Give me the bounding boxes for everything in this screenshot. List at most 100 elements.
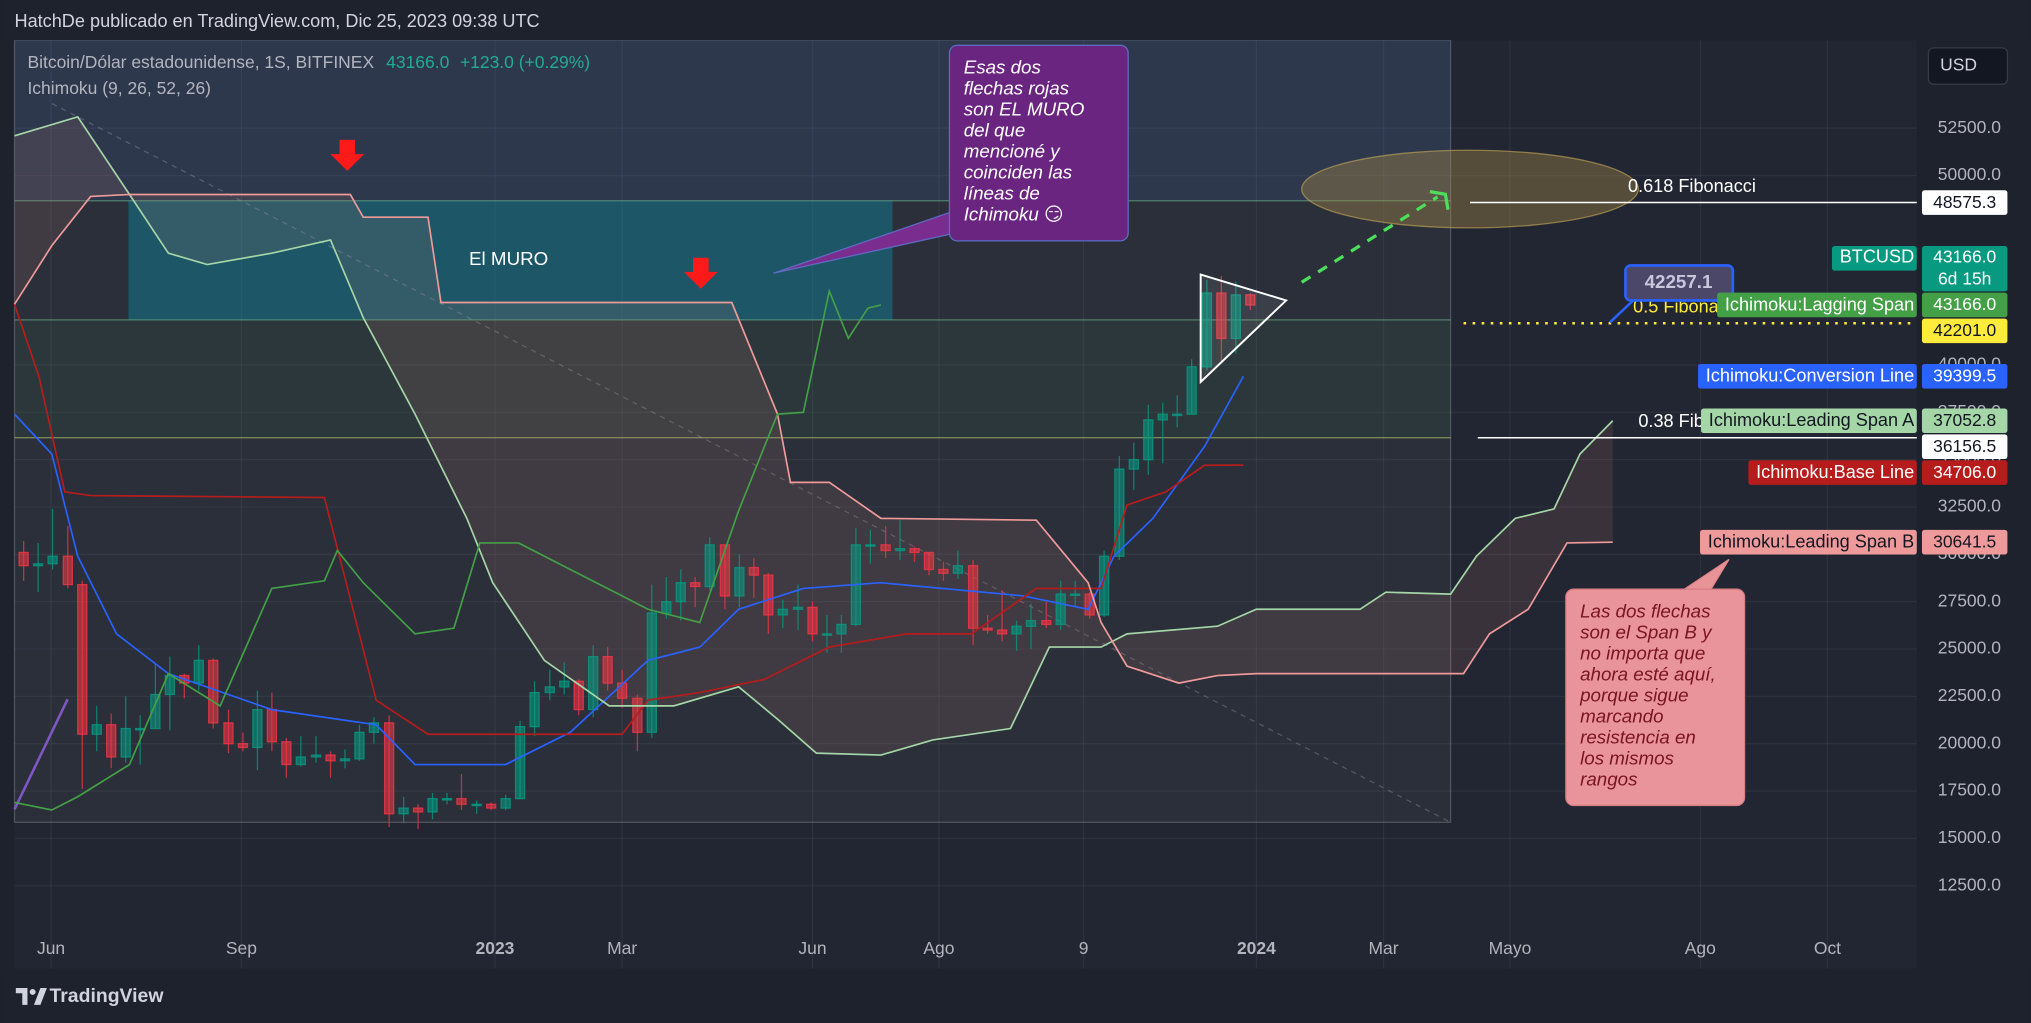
price-tag-label: 37052.8 xyxy=(1933,410,1996,430)
publisher: HatchDe publicado en TradingView.com, Di… xyxy=(15,11,540,31)
series-name-box xyxy=(1748,460,1917,485)
callout-line: líneas de xyxy=(964,182,1040,203)
currency[interactable]: USD xyxy=(1940,55,1977,75)
candle-body xyxy=(1245,294,1256,306)
callout-line: porque sigue xyxy=(1579,684,1689,705)
candle-body xyxy=(836,623,847,635)
candle-body xyxy=(923,551,935,571)
candle-body xyxy=(763,574,774,616)
target-ellipse xyxy=(1301,149,1640,229)
candle-body xyxy=(325,754,336,762)
candle-body xyxy=(880,544,891,552)
footer-bar xyxy=(0,971,2031,1023)
candle-body xyxy=(106,724,117,758)
countdown: 6d 15h xyxy=(1938,268,1991,288)
candle-body xyxy=(237,743,249,749)
candle-body xyxy=(456,797,467,805)
triangle xyxy=(1199,273,1289,385)
ichimoku-line xyxy=(14,115,1614,756)
candle-body xyxy=(690,582,701,588)
indicator-legend[interactable]: Ichimoku (9, 26, 52, 26) xyxy=(27,78,211,98)
candle-body xyxy=(1114,468,1125,557)
cloud-fill xyxy=(14,116,1613,756)
callout-line: flechas rojas xyxy=(964,78,1069,99)
series-layer xyxy=(13,115,1614,829)
candle-body xyxy=(1230,294,1242,340)
series-name-tag: Ichimoku:Base Line xyxy=(1756,462,1914,482)
series-name-tag: Ichimoku:Conversion Line xyxy=(1706,366,1914,386)
price-tag xyxy=(1921,292,2008,318)
y-tick-label: 25000.0 xyxy=(1938,638,2001,658)
last-price-label: 43166.0 xyxy=(1933,246,1996,266)
candle-body xyxy=(339,758,351,762)
candle-body xyxy=(295,756,306,766)
last-price-tag xyxy=(1921,246,2008,292)
candle-body xyxy=(559,680,570,688)
candle-body xyxy=(412,807,424,813)
legend-last: 43166.0 xyxy=(386,52,449,72)
price-tag-label: 48575.3 xyxy=(1933,192,1996,212)
fib-label: 0.618 Fibonacci xyxy=(1628,176,1756,196)
brand[interactable]: TradingView xyxy=(49,985,164,1007)
y-tick-label: 12500.0 xyxy=(1938,874,2001,894)
candle-body xyxy=(967,565,979,629)
series-name-box xyxy=(1701,408,1917,434)
x-tick-label: 9 xyxy=(1079,938,1089,958)
candle-body xyxy=(398,807,409,815)
price-tag xyxy=(1921,408,2008,434)
x-tick-label: Oct xyxy=(1814,938,1841,958)
candle-body xyxy=(441,797,453,801)
x-tick-label: 2023 xyxy=(476,938,515,958)
symbol-tag: BTCUSD xyxy=(1840,246,1914,266)
price-tag xyxy=(1921,529,2008,555)
red-arrow xyxy=(683,257,718,289)
candle-body xyxy=(646,612,658,733)
range-box xyxy=(13,39,1452,823)
x-tick-label: Jun xyxy=(798,938,826,958)
currency-button[interactable] xyxy=(1927,47,2009,85)
ichimoku-line xyxy=(14,288,882,811)
candle-body xyxy=(661,601,672,614)
callout-line: ahora esté aquí, xyxy=(1580,663,1716,684)
candle-body xyxy=(193,659,204,684)
candle-body xyxy=(1157,413,1168,421)
y-tick-label: 15000.0 xyxy=(1938,827,2001,847)
red-arrow xyxy=(330,139,365,171)
candle-body xyxy=(500,797,511,809)
candle-body xyxy=(485,803,497,809)
callout-line: rangos xyxy=(1580,768,1637,789)
price-tag xyxy=(1921,190,2008,215)
candle-body xyxy=(909,547,920,554)
candle-body xyxy=(1098,555,1110,616)
x-tick-label: Mar xyxy=(607,938,637,958)
candle-body xyxy=(354,731,365,760)
candle-body xyxy=(573,680,584,711)
candle-body xyxy=(134,727,146,731)
wall-label: El MURO xyxy=(469,248,548,269)
candle-body xyxy=(982,627,993,631)
x-tick-label: Ago xyxy=(923,938,954,958)
trend-line xyxy=(13,698,69,810)
price-tag xyxy=(1921,364,2008,389)
price-tag xyxy=(1921,460,2008,485)
top-zone xyxy=(14,40,1451,201)
legend-title[interactable]: Bitcoin/Dólar estadounidense, 1S, BITFIN… xyxy=(27,52,374,72)
callout-line: son el Span B y xyxy=(1580,621,1713,642)
callout-line: los mismos xyxy=(1580,747,1674,768)
callout-line: Ichimoku 😏 xyxy=(964,203,1064,224)
candle-body xyxy=(996,629,1008,635)
y-tick-label: 52500.0 xyxy=(1938,117,2001,137)
candle-body xyxy=(120,727,131,758)
candle-body xyxy=(77,583,88,735)
price-tag xyxy=(1921,434,2008,459)
candle-body xyxy=(471,803,482,807)
arrow-head xyxy=(1429,190,1450,211)
callout-pointer xyxy=(1608,298,1636,324)
price-tags: 48575.3 43166.0 Ichimoku:Lagging Span 43166… xyxy=(1698,190,2008,555)
candle-body xyxy=(62,555,73,586)
callout-line: marcando xyxy=(1580,705,1663,726)
price-tag-label: 43166.0 xyxy=(1933,294,1996,314)
x-tick-label: Mar xyxy=(1369,938,1399,958)
